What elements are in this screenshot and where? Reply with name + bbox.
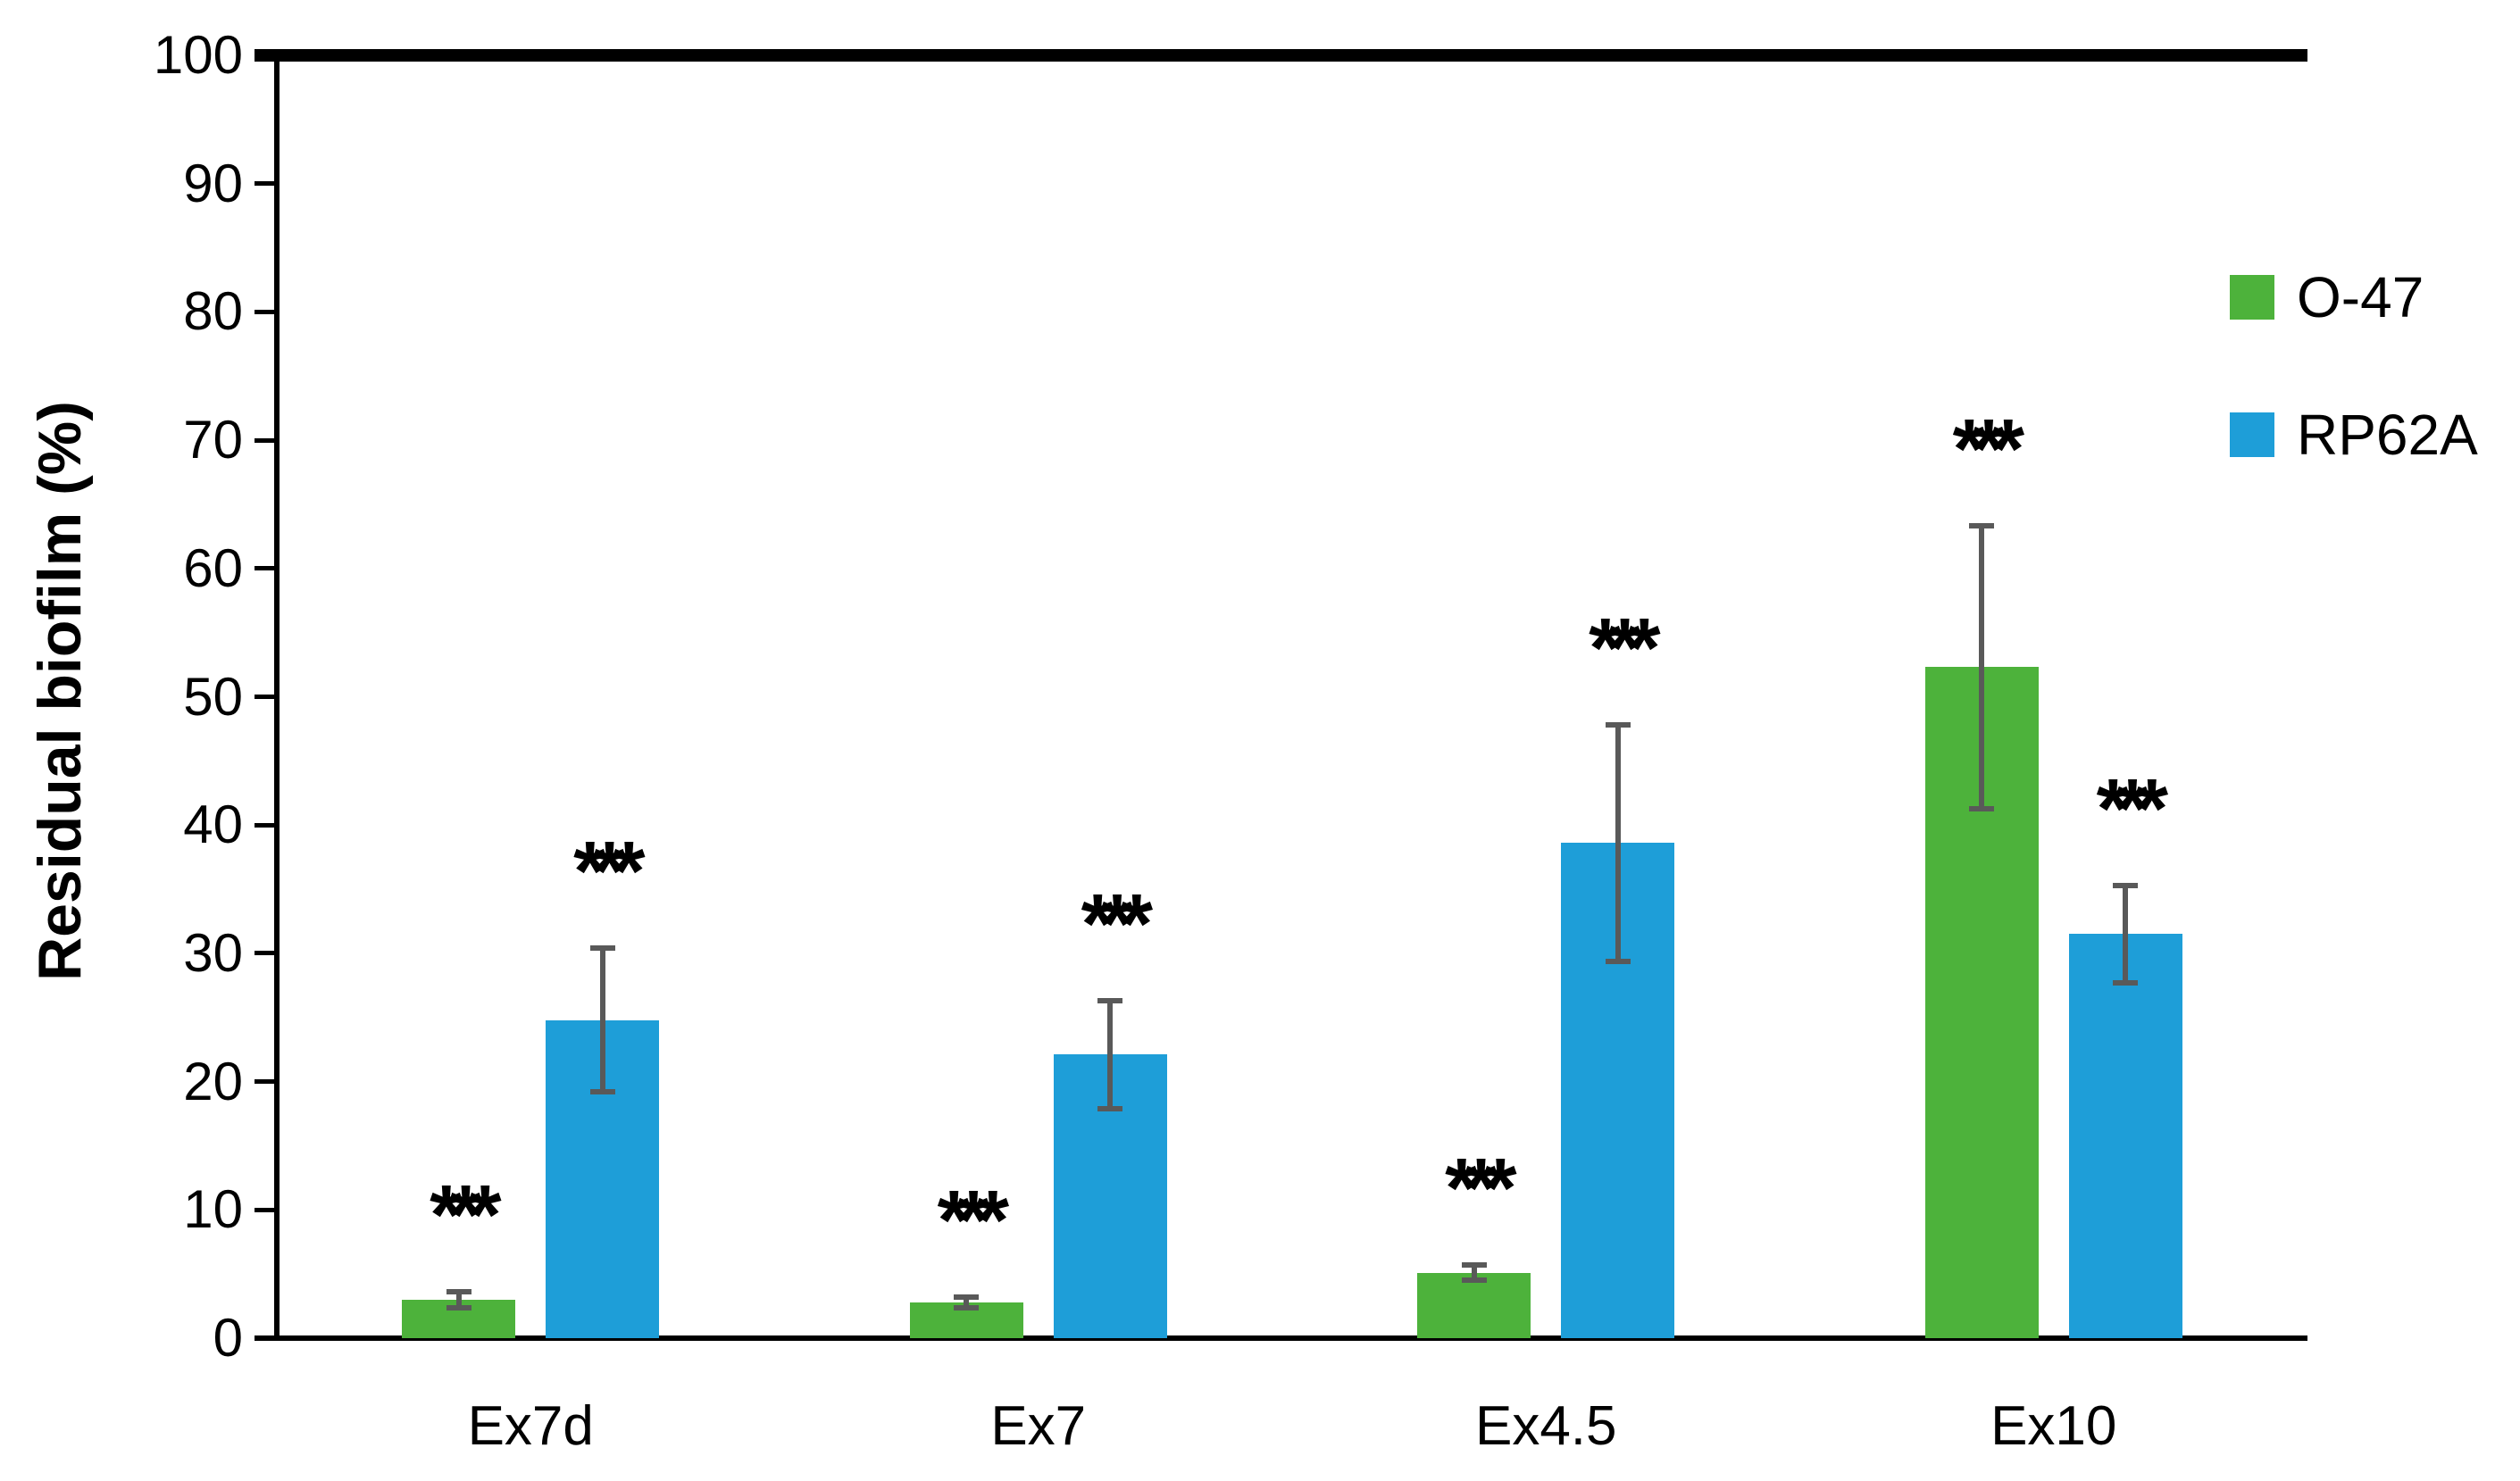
error-bar-cap [589,945,615,952]
y-tick-label: 100 [153,25,243,85]
significance-label-O-47-Ex7d: *** [430,1168,502,1263]
legend-entry-RP62A: RP62A [2230,403,2478,467]
y-tick-label: 60 [183,537,243,598]
y-tick-label: 20 [183,1051,243,1111]
error-bar-cap [2113,882,2139,888]
error-bar-cap [2113,979,2139,986]
y-tick-label: 80 [183,281,243,342]
y-tick [255,1079,277,1085]
error-bar-O-47-Ex4.5 [1471,1265,1477,1281]
error-bar-RP62A-Ex7 [1107,1001,1114,1109]
significance-label-RP62A-Ex4.5: *** [1589,601,1661,696]
significance-label-RP62A-Ex7: *** [1081,877,1154,972]
error-bar-cap [1097,998,1123,1004]
y-tick [255,695,277,699]
error-bar-cap [1097,1105,1123,1111]
error-bar-cap [1605,722,1631,728]
legend: O-47 RP62A [2230,265,2478,550]
significance-label-O-47-Ex10: *** [1952,402,2025,497]
error-bar-O-47-Ex7 [964,1297,970,1308]
bar-O-47-Ex4.5 [1417,1272,1531,1338]
y-tick [255,951,277,956]
error-bar-RP62A-Ex10 [2123,885,2129,983]
error-bar-cap [954,1304,980,1310]
legend-swatch-RP62A [2230,412,2274,457]
y-tick [255,822,277,828]
y-tick-label: 30 [183,922,243,983]
error-bar-cap [1461,1262,1487,1269]
error-bar-O-47-Ex10 [1979,526,1985,809]
significance-label-O-47-Ex7: *** [937,1173,1010,1269]
error-bar-RP62A-Ex7d [599,948,605,1093]
y-tick [255,309,277,314]
y-tick-label: 40 [183,795,243,855]
reference-line-100 [255,49,2307,62]
y-axis-line [274,49,280,1341]
significance-label-RP62A-Ex10: *** [2096,761,2169,856]
bar-RP62A-Ex10 [2068,934,2182,1338]
error-bar-cap [1969,805,1995,811]
error-bar-cap [589,1089,615,1095]
error-bar-cap [446,1304,471,1310]
legend-label: RP62A [2297,403,2478,467]
y-tick-label: 10 [183,1179,243,1240]
error-bar-O-47-Ex7d [455,1292,462,1308]
x-category-label-Ex7: Ex7 [990,1395,1087,1457]
y-tick [255,566,277,571]
y-tick-label: 70 [183,410,243,470]
error-bar-cap [1969,523,1995,529]
y-tick [255,1207,277,1212]
error-bar-cap [954,1294,980,1301]
x-category-label-Ex7d: Ex7d [467,1395,594,1457]
error-bar-cap [1605,958,1631,964]
y-tick [255,181,277,187]
y-tick-label: 90 [183,153,243,213]
y-tick-label: 50 [183,666,243,727]
significance-label-O-47-Ex4.5: *** [1445,1141,1517,1236]
legend-label: O-47 [2297,265,2424,329]
significance-label-RP62A-Ex7d: *** [573,824,646,919]
x-category-label-Ex10: Ex10 [1990,1395,2117,1457]
legend-swatch-O-47 [2230,275,2274,320]
error-bar-cap [446,1289,471,1295]
y-tick [255,437,277,443]
x-axis-baseline [255,1335,2307,1341]
y-tick-label: 0 [213,1308,243,1368]
legend-entry-O-47: O-47 [2230,265,2478,329]
x-category-label-Ex4.5: Ex4.5 [1474,1395,1617,1457]
error-bar-RP62A-Ex4.5 [1615,725,1621,961]
error-bar-cap [1461,1277,1487,1284]
